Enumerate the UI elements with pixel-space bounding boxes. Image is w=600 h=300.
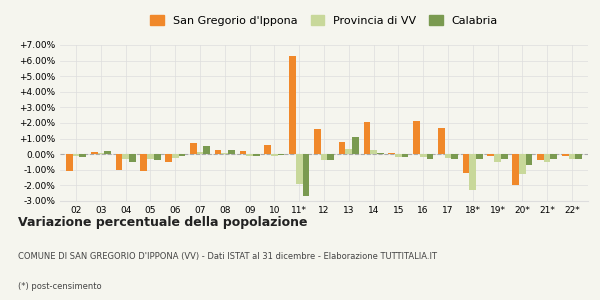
Text: Variazione percentuale della popolazione: Variazione percentuale della popolazione (18, 216, 308, 229)
Bar (346, 149, 352, 154)
Bar (562, 154, 569, 156)
Legend: San Gregorio d'Ippona, Provincia di VV, Calabria: San Gregorio d'Ippona, Provincia di VV, … (147, 12, 501, 29)
Bar (395, 154, 402, 157)
Bar (519, 154, 526, 175)
Bar (526, 154, 532, 165)
Bar (364, 122, 370, 154)
Bar (388, 153, 395, 154)
Bar (445, 154, 451, 158)
Bar (98, 153, 104, 154)
Bar (320, 154, 328, 160)
Bar (370, 149, 377, 154)
Bar (104, 151, 111, 154)
Bar (179, 154, 185, 156)
Bar (438, 128, 445, 154)
Bar (66, 154, 73, 171)
Bar (550, 154, 557, 159)
Bar (339, 142, 346, 154)
Bar (487, 154, 494, 156)
Bar (328, 154, 334, 161)
Bar (271, 154, 278, 156)
Bar (215, 149, 221, 154)
Bar (221, 153, 228, 154)
Bar (172, 154, 179, 158)
Bar (239, 151, 246, 154)
Bar (79, 154, 86, 157)
Bar (512, 154, 519, 185)
Bar (265, 145, 271, 154)
Bar (544, 154, 550, 162)
Bar (289, 56, 296, 154)
Bar (147, 154, 154, 159)
Bar (420, 154, 427, 157)
Bar (203, 146, 210, 154)
Bar (302, 154, 309, 196)
Bar (427, 154, 433, 159)
Bar (253, 154, 260, 156)
Bar (246, 154, 253, 156)
Text: COMUNE DI SAN GREGORIO D'IPPONA (VV) - Dati ISTAT al 31 dicembre - Elaborazione : COMUNE DI SAN GREGORIO D'IPPONA (VV) - D… (18, 252, 437, 261)
Bar (91, 152, 98, 154)
Text: (*) post-censimento: (*) post-censimento (18, 282, 101, 291)
Bar (501, 154, 508, 159)
Bar (154, 154, 161, 161)
Bar (228, 150, 235, 154)
Bar (129, 154, 136, 162)
Bar (402, 154, 409, 157)
Bar (140, 154, 147, 171)
Bar (73, 154, 79, 156)
Bar (451, 154, 458, 159)
Bar (537, 154, 544, 161)
Bar (352, 137, 359, 154)
Bar (165, 154, 172, 162)
Bar (278, 154, 284, 155)
Bar (197, 152, 203, 154)
Bar (122, 154, 129, 159)
Bar (377, 153, 383, 154)
Bar (569, 154, 575, 159)
Bar (469, 154, 476, 190)
Bar (463, 154, 469, 173)
Bar (575, 154, 582, 159)
Bar (116, 154, 122, 170)
Bar (476, 154, 483, 159)
Bar (190, 142, 197, 154)
Bar (314, 129, 320, 154)
Bar (494, 154, 501, 162)
Bar (296, 154, 302, 184)
Bar (413, 122, 420, 154)
